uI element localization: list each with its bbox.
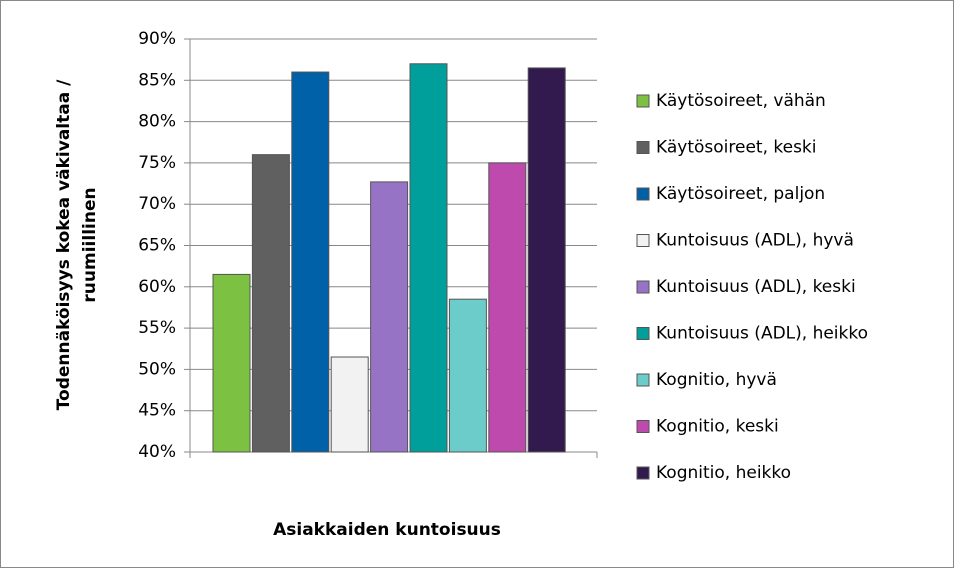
legend-swatch	[636, 234, 650, 247]
legend-label: Kognitio, keski	[656, 417, 779, 437]
legend-swatch	[636, 373, 650, 387]
y-tick-label: 85%	[138, 70, 176, 90]
legend-label: Kuntoisuus (ADL), heikko	[656, 324, 868, 344]
bar	[251, 154, 290, 453]
y-tick-label: 75%	[138, 153, 176, 173]
y-tick-label: 60%	[138, 277, 176, 297]
bar	[409, 63, 448, 453]
legend-label: Käytösoireet, keski	[656, 138, 817, 158]
bar	[448, 298, 487, 453]
legend-swatch	[636, 327, 650, 340]
y-tick-label: 90%	[138, 29, 176, 49]
legend-label: Käytösoireet, paljon	[656, 184, 825, 204]
y-tick-label: 65%	[138, 236, 176, 256]
legend-swatch	[636, 187, 650, 201]
legend-swatch	[636, 466, 650, 480]
bar	[330, 356, 369, 453]
bar	[212, 273, 251, 453]
legend-swatch	[636, 280, 650, 294]
y-tick-label: 50%	[138, 359, 176, 379]
y-tick-label: 80%	[138, 112, 176, 132]
legend-label: Kognitio, hyvä	[656, 370, 777, 390]
y-axis-title: ruumiillinen	[80, 187, 100, 302]
y-tick-label: 40%	[138, 442, 176, 462]
legend-swatch	[636, 420, 650, 433]
legend-label: Kuntoisuus (ADL), hyvä	[656, 231, 854, 251]
y-tick-label: 45%	[138, 401, 176, 421]
y-axis-title: Todennäköisyys kokea väkivaltaa /	[54, 79, 74, 410]
legend-swatch	[636, 141, 650, 154]
legend-label: Kognitio, heikko	[656, 463, 791, 483]
legend-label: Käytösoireet, vähän	[656, 91, 826, 111]
x-axis-title: Asiakkaiden kuntoisuus	[273, 520, 501, 540]
bar	[527, 67, 566, 453]
legend-label: Kuntoisuus (ADL), keski	[656, 277, 856, 297]
bar	[291, 71, 330, 453]
y-tick-label: 70%	[138, 194, 176, 214]
legend-swatch	[636, 94, 650, 108]
bar	[370, 181, 409, 453]
bar	[488, 162, 527, 453]
y-tick-label: 55%	[138, 318, 176, 338]
